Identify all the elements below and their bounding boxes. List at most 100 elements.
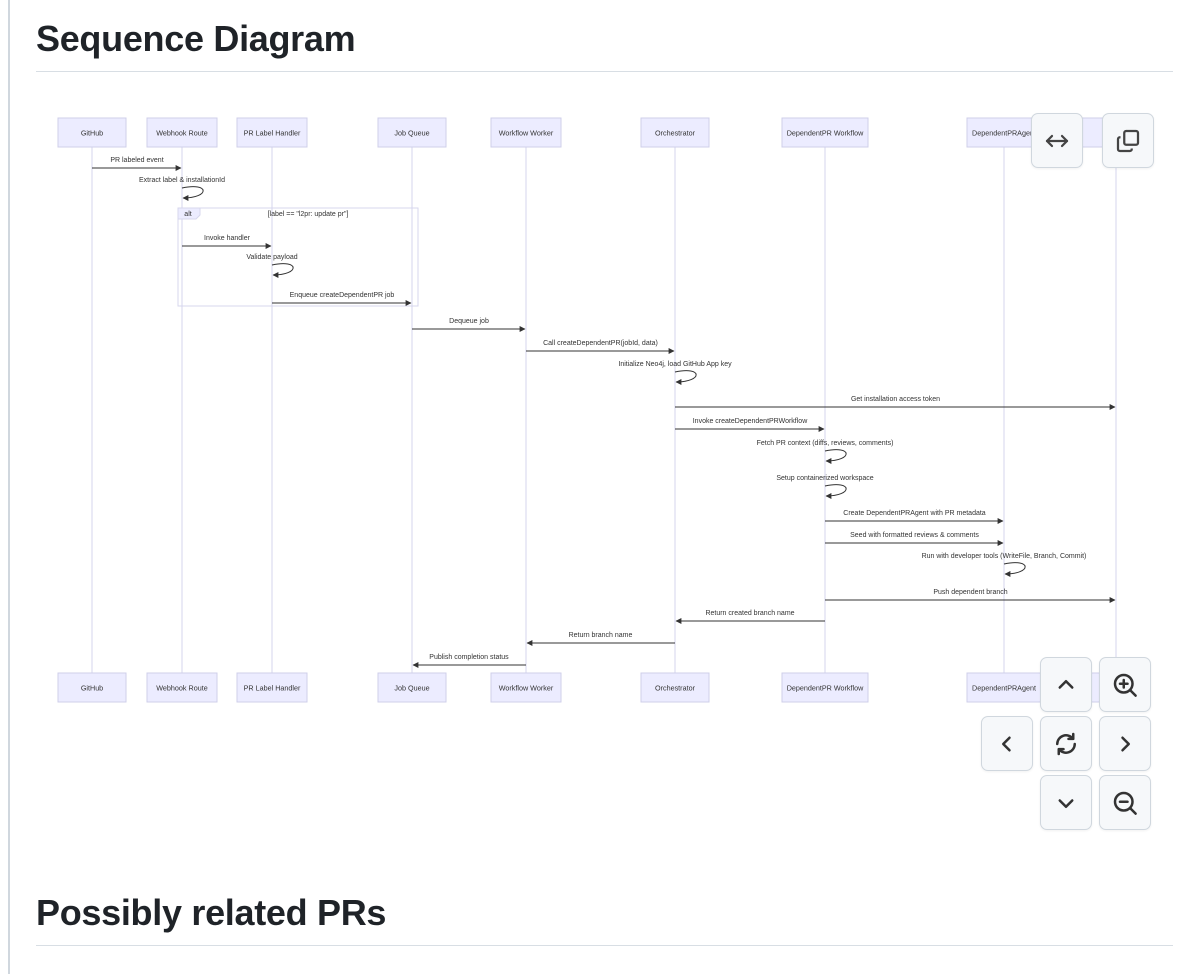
- participant-label: Job Queue: [394, 129, 429, 138]
- participant-box: DependentPRAgent: [966, 672, 1042, 703]
- message-label: Publish completion status: [429, 654, 509, 661]
- participant-label: DependentPR Workflow: [787, 129, 864, 138]
- participant-box: GitHub: [57, 672, 127, 703]
- message: Get installation access token: [675, 396, 1116, 410]
- message: Return branch name: [526, 632, 675, 646]
- participant-rect: [236, 672, 308, 703]
- message-label: Extract label & installationId: [139, 177, 225, 184]
- section-heading-possibly-related-prs: Possibly related PRs: [36, 892, 387, 933]
- participant-box: GitHub: [57, 117, 127, 148]
- fullscreen-button[interactable]: [1031, 113, 1083, 168]
- message: Initialize Neo4j, load GitHub App key: [618, 361, 732, 385]
- participant-rect: [640, 672, 710, 703]
- participant-rect: [57, 117, 127, 148]
- participant-rect: [236, 117, 308, 148]
- participant-label: Webhook Route: [156, 129, 207, 138]
- zoom-in-icon: [1113, 673, 1137, 697]
- message: Publish completion status: [412, 654, 526, 668]
- message-label: Invoke handler: [204, 235, 251, 242]
- message: Extract label & installationId: [139, 177, 225, 201]
- participant-label: Orchestrator: [655, 129, 696, 138]
- alt-label: alt: [184, 211, 191, 218]
- message: Run with developer tools (WriteFile, Bra…: [922, 553, 1087, 577]
- participant-box: DependentPRAgent: [966, 117, 1042, 148]
- participant-box: DependentPR Workflow: [781, 117, 869, 148]
- message-label: Create DependentPRAgent with PR metadata: [843, 510, 986, 517]
- alt-condition: [label == "l2pr: update pr"]: [268, 211, 349, 218]
- participant-box: Webhook Route: [146, 117, 218, 148]
- heading-divider: [36, 945, 1173, 946]
- message: Validate payload: [246, 254, 298, 278]
- participant-label: PR Label Handler: [244, 129, 301, 138]
- participant-rect: [146, 672, 218, 703]
- section-heading-sequence-diagram: Sequence Diagram: [36, 18, 356, 59]
- participant-label: GitHub: [81, 129, 103, 138]
- participant-box: Job Queue: [377, 672, 447, 703]
- left-border: [8, 0, 10, 974]
- message-label: Enqueue createDependentPR job: [290, 292, 395, 299]
- participant-label: PR Label Handler: [244, 684, 301, 693]
- chevron-up-icon: [1058, 679, 1074, 689]
- participant-box: DependentPR Workflow: [781, 672, 869, 703]
- message-label: Return branch name: [569, 632, 633, 639]
- chevron-right-icon: [1121, 736, 1130, 751]
- participant-label: Workflow Worker: [499, 684, 554, 693]
- participant-label: DependentPRAgent: [972, 129, 1036, 138]
- message-label: Validate payload: [246, 254, 297, 261]
- participant-rect: [490, 117, 562, 148]
- message-label: Call createDependentPR(jobId, data): [543, 340, 658, 347]
- message-label: Seed with formatted reviews & comments: [850, 532, 979, 539]
- heading-divider: [36, 71, 1173, 72]
- reset-icon: [1056, 732, 1076, 755]
- message: Call createDependentPR(jobId, data): [526, 340, 675, 354]
- message-label: Run with developer tools (WriteFile, Bra…: [922, 553, 1087, 560]
- participant-label: DependentPRAgent: [972, 684, 1036, 693]
- participant-rect: [490, 672, 562, 703]
- message-label: Return created branch name: [705, 610, 794, 617]
- message: Enqueue createDependentPR job: [272, 292, 412, 306]
- pan-left-button[interactable]: [981, 716, 1033, 771]
- self-message-arrow: [824, 484, 847, 499]
- message-label: Push dependent branch: [933, 589, 1007, 596]
- message: Return created branch name: [675, 610, 825, 624]
- message-label: PR labeled event: [110, 157, 163, 164]
- participant-label: Workflow Worker: [499, 129, 554, 138]
- message-label: Setup containerized workspace: [776, 475, 873, 482]
- zoom-out-button[interactable]: [1099, 775, 1151, 830]
- self-message-arrow: [674, 370, 697, 385]
- message: Fetch PR context (diffs, reviews, commen…: [757, 440, 893, 464]
- participant-box: Job Queue: [377, 117, 447, 148]
- message: Invoke createDependentPRWorkflow: [675, 418, 825, 432]
- pan-down-button[interactable]: [1040, 775, 1092, 830]
- pan-up-button[interactable]: [1040, 657, 1092, 712]
- participant-box: Webhook Route: [146, 672, 218, 703]
- message: Push dependent branch: [825, 589, 1116, 603]
- chevron-down-icon: [1058, 798, 1074, 808]
- participant-box: PR Label Handler: [236, 117, 308, 148]
- message: Create DependentPRAgent with PR metadata: [825, 510, 1004, 524]
- participant-label: Webhook Route: [156, 684, 207, 693]
- message: Seed with formatted reviews & comments: [825, 532, 1004, 546]
- chevron-left-icon: [1002, 736, 1011, 751]
- participant-rect: [377, 117, 447, 148]
- message-label: Initialize Neo4j, load GitHub App key: [618, 361, 732, 368]
- participant-rect: [640, 117, 710, 148]
- message: Invoke handler: [182, 235, 272, 249]
- participant-rect: [966, 117, 1042, 148]
- self-message-arrow: [181, 186, 204, 201]
- participant-rect: [57, 672, 127, 703]
- participant-box: PR Label Handler: [236, 672, 308, 703]
- participant-rect: [377, 672, 447, 703]
- participant-rect: [781, 672, 869, 703]
- zoom-in-button[interactable]: [1099, 657, 1151, 712]
- reset-view-button[interactable]: [1040, 716, 1092, 771]
- pan-right-button[interactable]: [1099, 716, 1151, 771]
- participant-rect: [781, 117, 869, 148]
- message: Setup containerized workspace: [776, 475, 874, 499]
- self-message-arrow: [271, 263, 294, 278]
- message-label: Get installation access token: [851, 396, 940, 403]
- copy-button[interactable]: [1102, 113, 1154, 168]
- message: PR labeled event: [92, 157, 182, 171]
- message-label: Dequeue job: [449, 318, 489, 325]
